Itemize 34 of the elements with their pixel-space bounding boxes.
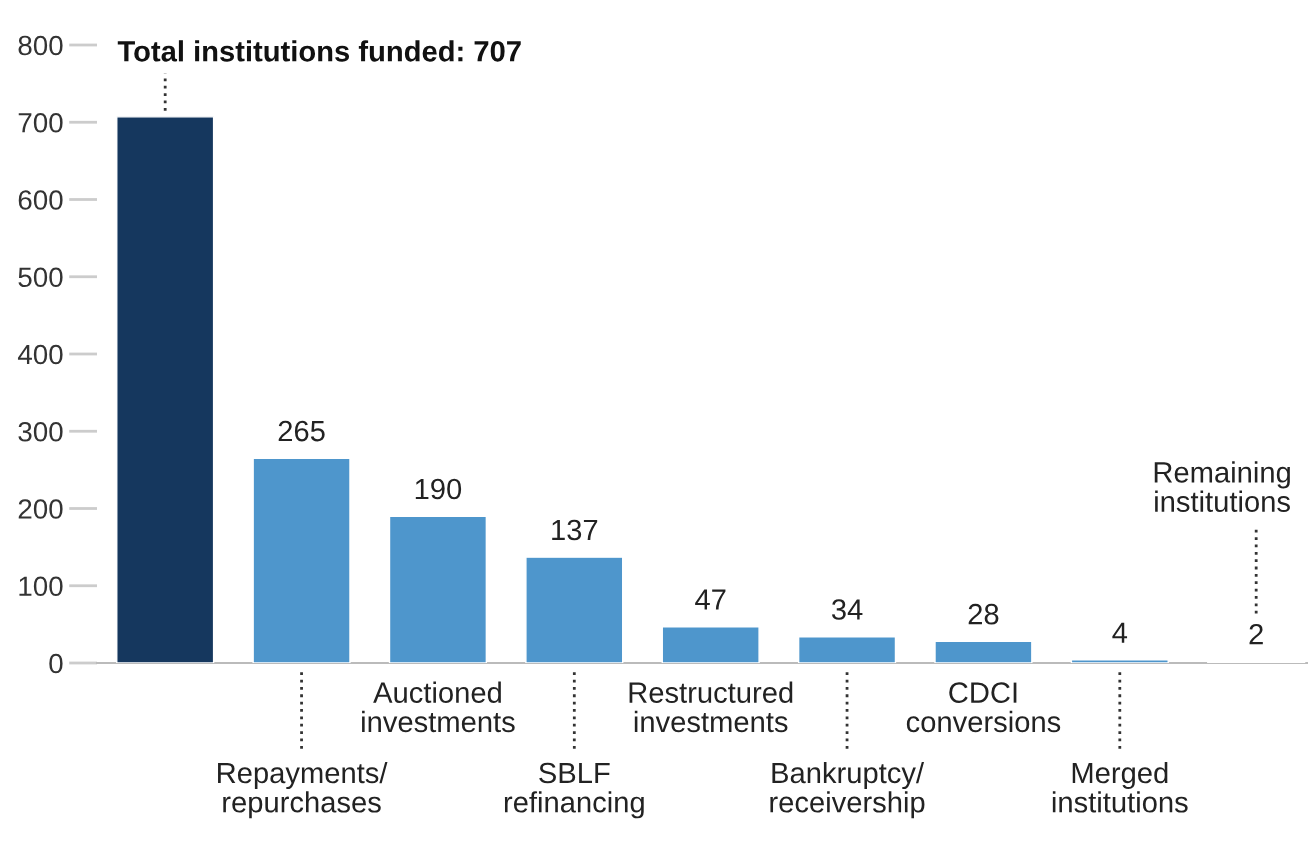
- data-label: 265: [278, 420, 325, 442]
- data-label: 4: [1112, 622, 1128, 643]
- bar: [934, 640, 1033, 663]
- y-tick-label: 700: [18, 112, 63, 133]
- y-tick-label: 500: [18, 267, 63, 288]
- y-tick-label: 0: [49, 653, 63, 674]
- data-label: 47: [695, 589, 726, 610]
- x-tick-label: SBLF refinancing: [504, 762, 644, 819]
- annotation: Remaining institutions: [1154, 461, 1290, 513]
- x-tick-label: Merged institutions: [1052, 761, 1188, 813]
- bar: [116, 116, 215, 663]
- bar: [252, 457, 351, 663]
- bar: [388, 515, 488, 663]
- data-label: 28: [968, 603, 999, 625]
- y-tick-label: 100: [19, 576, 63, 597]
- data-label: 137: [552, 519, 598, 541]
- x-tick-label: Bankruptcy/ receivership: [770, 761, 925, 819]
- y-tick-label: 800: [18, 35, 63, 56]
- y-tick-label: 300: [18, 421, 63, 442]
- y-tick-label: 400: [17, 344, 63, 365]
- annotation: Total institutions funded: 707: [117, 40, 521, 62]
- bar: [1070, 659, 1169, 663]
- data-label: 34: [831, 599, 863, 620]
- x-tick-label: Auctioned investments: [362, 681, 515, 733]
- x-tick-label: CDCI conversions: [906, 682, 1061, 733]
- x-tick-label: Repayments/ repurchases: [218, 761, 388, 819]
- bar: [661, 625, 760, 663]
- y-tick-label: 600: [18, 190, 63, 210]
- x-tick-label: Restructured investments: [629, 681, 793, 733]
- bar: [797, 636, 897, 663]
- data-label: 190: [415, 478, 462, 500]
- bar: [525, 556, 624, 663]
- y-tick-label: 200: [18, 499, 63, 519]
- data-label: 2: [1249, 623, 1263, 645]
